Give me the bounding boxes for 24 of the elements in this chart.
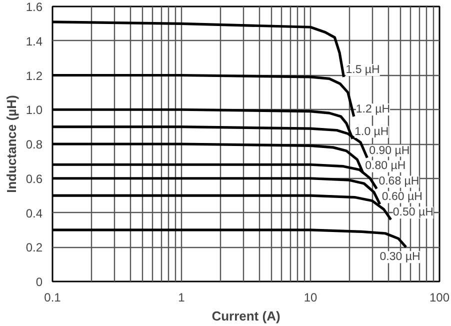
series-label: 0.90 µH xyxy=(369,144,410,157)
x-tick-label: 0.1 xyxy=(44,290,62,304)
series-label: 1.5 µH xyxy=(346,64,380,76)
series-label: 1.0 µH xyxy=(354,126,389,138)
x-tick-label: 1 xyxy=(178,290,186,304)
y-tick-label: 0.8 xyxy=(26,138,43,152)
series-label: 1.2 µH xyxy=(356,104,390,116)
series-label: 0.68 µH xyxy=(378,176,420,188)
y-tick-label: 0.4 xyxy=(26,206,43,220)
y-tick-label: 0.6 xyxy=(26,172,43,186)
y-tick-label: 1.0 xyxy=(26,103,43,118)
x-tick-label: 100 xyxy=(429,290,450,304)
y-axis-title: Inductance (µH) xyxy=(4,95,19,193)
x-tick-label: 10 xyxy=(304,290,318,304)
y-tick-label: 0.2 xyxy=(26,240,43,255)
y-tick-label: 1.6 xyxy=(26,0,43,14)
series-label: 0.60 µH xyxy=(382,191,422,204)
series-label: 0.80 µH xyxy=(365,160,406,172)
y-tick-label: 1.4 xyxy=(26,34,43,48)
y-tick-label: 1.2 xyxy=(26,68,43,83)
series-label: 0.50 µH xyxy=(392,206,434,219)
x-axis-title: Current (A) xyxy=(212,308,280,324)
y-tick-label: 0 xyxy=(36,275,43,289)
series-label: 0.30 µH xyxy=(380,251,420,264)
